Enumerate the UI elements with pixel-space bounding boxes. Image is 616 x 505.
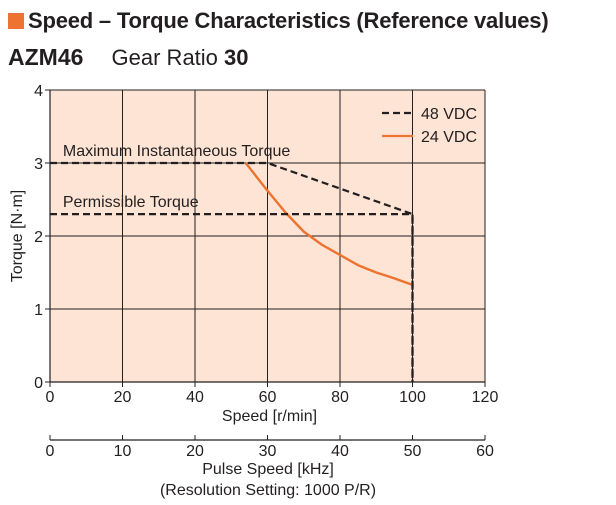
y-tick-label: 0: [34, 375, 43, 392]
x-tick-label: 40: [186, 389, 204, 406]
pulse-tick-label: 40: [331, 443, 349, 460]
x-axis-label: Speed [r/min]: [222, 408, 317, 425]
pulse-tick-label: 20: [186, 443, 204, 460]
model-name: AZM46: [8, 44, 84, 70]
resolution-note: (Resolution Setting: 1000 P/R): [160, 482, 376, 499]
chart-subtitle: AZM46 Gear Ratio 30: [8, 44, 249, 71]
pulse-tick-label: 60: [476, 443, 494, 460]
pulse-tick-label: 10: [114, 443, 132, 460]
x-tick-label: 80: [331, 389, 349, 406]
x-tick-label: 120: [472, 389, 499, 406]
legend-label: 24 VDC: [421, 129, 477, 146]
y-axis-label: Torque [N·m]: [9, 190, 26, 282]
gear-ratio-label: Gear Ratio: [111, 45, 218, 70]
y-tick-label: 4: [34, 83, 43, 100]
pulse-tick-label: 50: [404, 443, 422, 460]
annotation-layer: Maximum Instantaneous Torque Permissible …: [63, 143, 290, 211]
x-tick-label: 0: [46, 389, 55, 406]
annotation-permissible-torque: Permissible Torque: [63, 194, 199, 211]
series-layer: [50, 161, 414, 382]
x-tick-label: 100: [399, 389, 426, 406]
pulse-axis-label: Pulse Speed [kHz]: [202, 461, 334, 478]
annotation-max-torque: Maximum Instantaneous Torque: [63, 143, 290, 160]
series-permissible-torque: [50, 213, 414, 382]
gear-ratio-value: 30: [224, 45, 249, 70]
pulse-tick-label: 30: [259, 443, 277, 460]
legend: 48 VDC 24 VDC: [382, 106, 477, 146]
y-tick-label: 2: [34, 229, 43, 246]
x-tick-label: 60: [259, 389, 277, 406]
x-tick-label: 20: [114, 389, 132, 406]
series-24-vdc: [244, 162, 413, 287]
pulse-tick-label: 0: [46, 443, 55, 460]
y-tick-label: 3: [34, 156, 43, 173]
title-marker: [8, 13, 24, 29]
chart-header: Speed – Torque Characteristics (Referenc…: [8, 8, 549, 34]
y-tick-label: 1: [34, 302, 43, 319]
legend-label: 48 VDC: [421, 106, 477, 123]
chart-title: Speed – Torque Characteristics (Referenc…: [28, 8, 549, 33]
